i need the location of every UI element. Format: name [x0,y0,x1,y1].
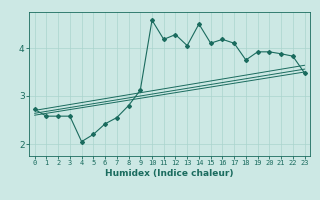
X-axis label: Humidex (Indice chaleur): Humidex (Indice chaleur) [105,169,234,178]
